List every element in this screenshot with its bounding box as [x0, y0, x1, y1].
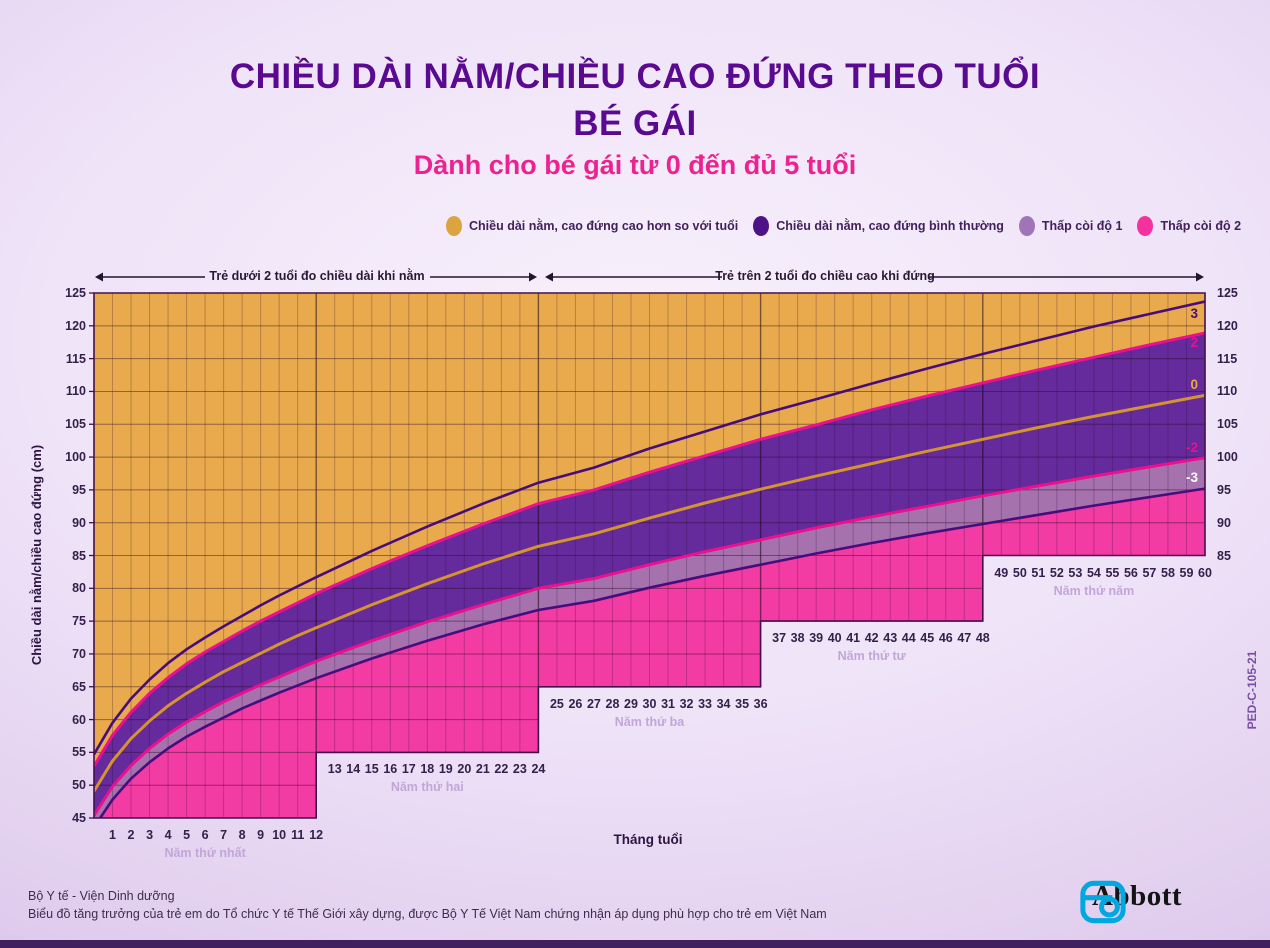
purple-oval-icon [753, 216, 770, 236]
document-code: PED-C-105-21 [1245, 650, 1259, 730]
measure-standing-annotation: Trẻ trên 2 tuổi đo chiều cao khi đứng [715, 269, 935, 283]
bottom-accent-bar [0, 940, 1270, 948]
credit-line-2: Biểu đồ tăng trưởng của trẻ em do Tổ chứ… [28, 907, 827, 921]
gold-oval-icon [446, 216, 462, 236]
mauve-oval-icon [1018, 216, 1035, 236]
legend-item-stunting-1: Thấp còi độ 1 [1018, 216, 1123, 236]
page-subtitle: Dành cho bé gái từ 0 đến đủ 5 tuổi [413, 150, 857, 180]
credit-line-1: Bộ Y tế - Viện Dinh dưỡng [28, 889, 175, 903]
legend-label: Thấp còi độ 1 [1041, 219, 1123, 233]
pink-oval-icon [1137, 216, 1154, 236]
x-axis-title: Tháng tuổi [613, 832, 683, 847]
legend: Chiều dài nằm, cao đứng cao hơn so với t… [446, 216, 1241, 236]
page-title-line2: BÉ GÁI [573, 104, 697, 143]
y-axis-title: Chiều dài nằm/chiều cao đứng (cm) [29, 444, 44, 666]
legend-item-above-normal: Chiều dài nằm, cao đứng cao hơn so với t… [446, 216, 738, 236]
abbott-logo: Abbott [1080, 880, 1182, 924]
legend-label: Chiều dài nằm, cao đứng bình thường [776, 219, 1004, 233]
legend-item-normal: Chiều dài nằm, cao đứng bình thường [753, 216, 1004, 236]
legend-label: Chiều dài nằm, cao đứng cao hơn so với t… [469, 219, 739, 233]
measure-lying-annotation: Trẻ dưới 2 tuổi đo chiều dài khi nằm [209, 269, 425, 283]
page-title-line1: CHIỀU DÀI NẰM/CHIỀU CAO ĐỨNG THEO TUỔI [229, 57, 1041, 96]
legend-item-stunting-2: Thấp còi độ 2 [1137, 216, 1241, 236]
abbott-a-icon [1080, 880, 1126, 924]
legend-label: Thấp còi độ 2 [1160, 219, 1242, 233]
